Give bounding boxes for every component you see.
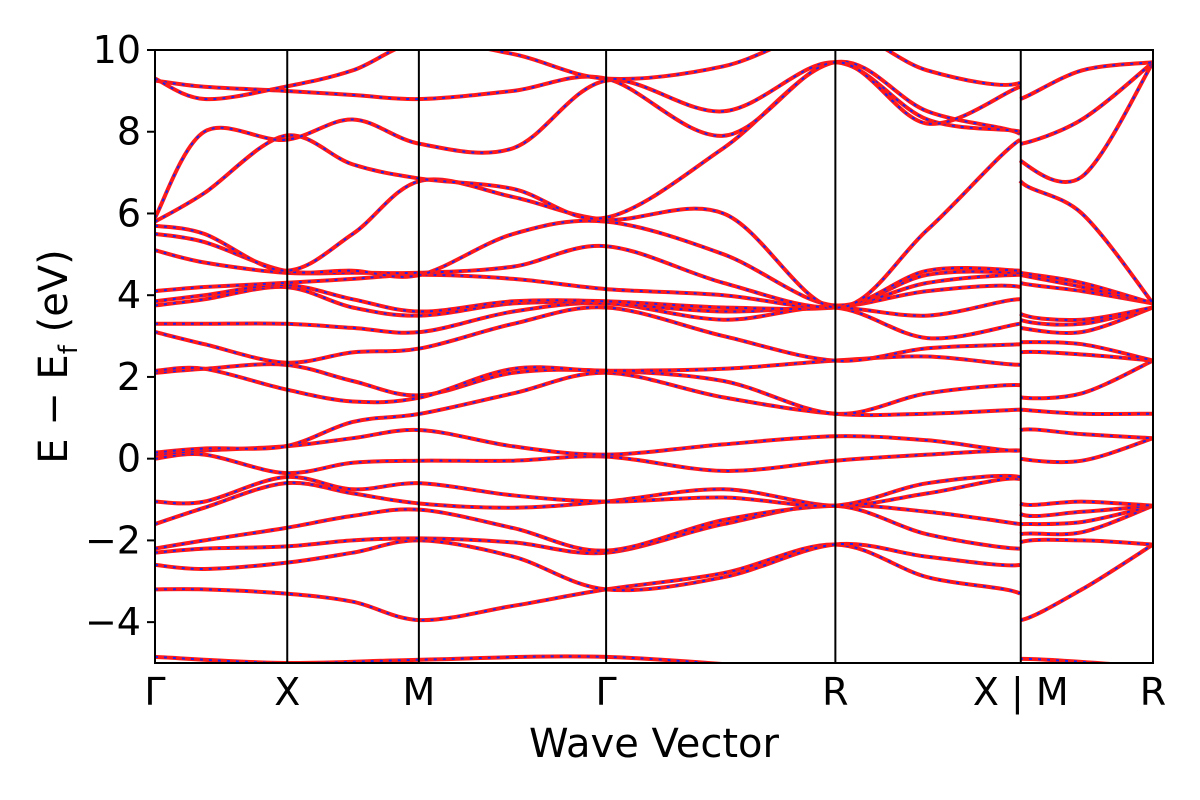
y-axis-ticks: −4 −2 0 2 4 6 8 10 [85, 28, 155, 644]
x-axis-label: Wave Vector [529, 721, 780, 767]
band-line-22-reference [155, 60, 1153, 138]
y-tick-label-2: 0 [117, 437, 141, 481]
band-line-13-overlay [155, 302, 1153, 340]
y-tick-label-5: 6 [117, 191, 141, 235]
band-line-12-reference [155, 305, 1153, 365]
band-line-10-overlay [155, 359, 1153, 415]
band-line-7-overlay [155, 437, 1153, 475]
band-line-20-overlay [155, 60, 1153, 223]
y-axis-label-unit: (eV) [31, 249, 77, 345]
y-tick-label-3: 2 [117, 355, 141, 399]
band-line-15-overlay [155, 283, 1153, 321]
y-tick-label-0: −4 [85, 600, 141, 644]
y-tick-label-1: −2 [85, 518, 141, 562]
kpoint-label-5: X | M [973, 670, 1069, 715]
kpoint-label-2: M [402, 670, 435, 714]
band-line-0-overlay [155, 655, 1112, 663]
band-line-1-overlay [155, 543, 1153, 622]
band-line-11-overlay [155, 350, 1153, 404]
band-line-23-overlay [155, 50, 1021, 101]
plot-frame [154, 49, 1154, 664]
kpoint-label-1: X [274, 670, 300, 714]
y-tick-label-4: 4 [117, 273, 141, 317]
band-line-5-overlay [155, 477, 1153, 526]
y-axis-label-subscript: f [54, 344, 84, 354]
band-line-4-overlay [155, 504, 1153, 552]
band-lines [155, 50, 1153, 663]
y-tick-label-7: 10 [93, 28, 141, 72]
kpoint-label-3: Γ [596, 670, 617, 714]
band-line-3-reference [155, 503, 1153, 556]
band-line-8-overlay [155, 428, 1153, 456]
y-tick-label-6: 8 [117, 110, 141, 154]
band-line-22-overlay [155, 61, 1153, 137]
band-line-23-reference [155, 50, 1021, 102]
kpoint-label-4: R [822, 670, 848, 714]
x-axis-ticks: Γ X M Γ R X | M R [144, 670, 1166, 715]
kpoint-label-6: R [1140, 670, 1166, 714]
band-line-2-overlay [155, 538, 1153, 592]
band-line-19-overlay [155, 139, 1153, 309]
y-axis-label-main: E − E [31, 354, 77, 464]
band-line-3-overlay [155, 504, 1153, 555]
band-line-12-overlay [155, 306, 1153, 364]
y-axis-label: E − Ef (eV) [31, 249, 84, 464]
band-line-6-overlay [155, 474, 1153, 508]
kpoint-label-0: Γ [144, 670, 165, 714]
band-line-9-overlay [155, 371, 1153, 454]
